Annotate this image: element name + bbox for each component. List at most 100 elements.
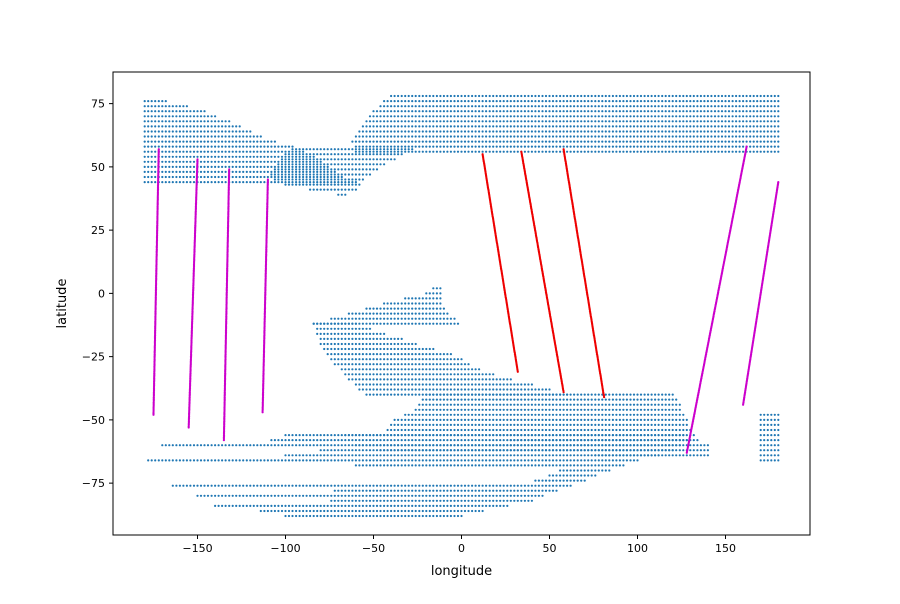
data-point — [604, 135, 607, 138]
data-point — [330, 181, 333, 184]
data-point — [485, 110, 488, 113]
data-point — [590, 469, 593, 472]
data-point — [154, 150, 157, 153]
data-point — [182, 170, 185, 173]
data-point — [287, 150, 291, 153]
data-point — [425, 403, 428, 406]
data-point — [439, 413, 442, 416]
data-point — [298, 163, 301, 166]
data-point — [643, 130, 646, 133]
data-point — [375, 332, 379, 335]
data-point — [284, 439, 287, 442]
data-point — [509, 110, 512, 113]
data-point — [347, 434, 350, 437]
data-point — [199, 145, 203, 148]
data-point — [270, 173, 273, 176]
data-point — [717, 150, 720, 153]
data-point — [397, 428, 400, 432]
data-point — [661, 418, 664, 421]
data-point — [407, 373, 410, 376]
data-point — [185, 125, 188, 128]
data-point — [742, 120, 745, 123]
data-point — [386, 363, 389, 366]
data-point — [650, 398, 653, 401]
data-point — [717, 145, 720, 148]
data-point — [541, 388, 544, 391]
data-point — [647, 125, 650, 128]
data-point — [601, 449, 604, 452]
data-point — [277, 484, 280, 487]
data-point — [485, 499, 488, 502]
data-point — [471, 509, 474, 513]
data-point — [495, 413, 498, 416]
data-point — [664, 115, 667, 118]
data-point — [534, 135, 537, 138]
data-point — [435, 287, 438, 290]
data-point — [478, 504, 481, 507]
data-point — [566, 469, 569, 472]
data-point — [534, 120, 537, 123]
data-point — [650, 418, 653, 421]
data-point — [478, 368, 481, 371]
data-point — [467, 449, 470, 452]
data-point — [358, 363, 361, 366]
data-point — [551, 413, 555, 416]
data-point — [400, 150, 403, 153]
data-point — [551, 140, 555, 143]
data-point — [143, 175, 146, 179]
data-point — [625, 454, 629, 457]
data-point — [587, 393, 590, 396]
data-point — [390, 393, 393, 396]
data-point — [228, 484, 231, 487]
data-point — [752, 140, 755, 143]
data-point — [277, 165, 280, 168]
data-point — [562, 418, 565, 421]
data-point — [615, 439, 618, 442]
data-point — [650, 135, 653, 138]
data-point — [685, 115, 688, 118]
data-point — [611, 464, 615, 467]
data-point — [418, 454, 421, 457]
data-point — [485, 444, 488, 447]
data-point — [354, 509, 357, 513]
data-point — [485, 130, 488, 133]
data-point — [678, 130, 681, 133]
data-point — [337, 363, 340, 366]
data-point — [390, 439, 393, 442]
data-point — [537, 444, 541, 447]
data-point — [481, 423, 484, 426]
data-point — [309, 178, 312, 181]
data-point — [703, 130, 706, 133]
data-point — [534, 444, 537, 447]
data-point — [203, 170, 206, 173]
data-point — [439, 499, 442, 502]
data-point — [298, 181, 301, 184]
data-point — [368, 358, 372, 361]
data-point — [330, 158, 333, 161]
data-point — [400, 378, 403, 381]
data-point — [203, 125, 206, 128]
data-point — [161, 110, 164, 113]
data-point — [354, 347, 357, 351]
data-point — [738, 150, 741, 153]
data-point — [432, 322, 435, 325]
data-point — [347, 353, 350, 356]
data-point — [608, 449, 611, 452]
data-point — [280, 158, 284, 161]
data-point — [576, 449, 579, 452]
data-point — [435, 353, 438, 356]
data-point — [548, 418, 551, 421]
data-point — [245, 145, 248, 148]
data-point — [397, 153, 400, 156]
data-point — [277, 504, 280, 507]
data-point — [478, 489, 481, 492]
data-point — [615, 459, 618, 462]
data-point — [365, 140, 368, 143]
data-point — [175, 175, 178, 179]
data-point — [587, 135, 590, 138]
data-point — [375, 368, 379, 371]
data-point — [566, 423, 569, 426]
data-point — [601, 135, 604, 138]
data-point — [390, 423, 393, 426]
data-point — [428, 347, 431, 351]
